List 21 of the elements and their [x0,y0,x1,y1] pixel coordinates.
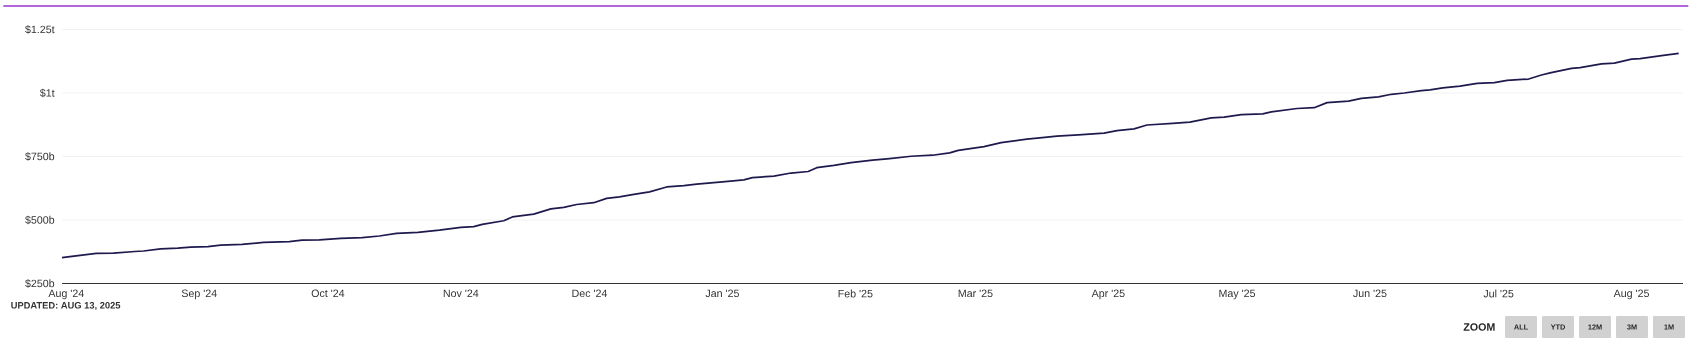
x-tick-label: Jan '25 [705,289,739,298]
x-tick-label: Sep '24 [181,289,217,300]
x-tick-label: Aug '24 [48,289,84,300]
x-tick-label: May '25 [1219,289,1256,300]
y-tick-label: $250b [25,279,55,288]
text: UPDATED: AUG 13, 2025 [11,302,121,310]
y-tick-label: $1t [39,88,55,98]
x-tick-label: Aug '25 [1613,289,1649,300]
x-tick-label: Nov '24 [443,289,479,298]
y-tick-label: $1.25t [25,25,55,34]
x-tick-label: Jul '25 [1483,289,1514,298]
x-tick-label: Mar '25 [958,289,993,298]
x-tick-label: Oct '24 [311,289,345,298]
x-tick-label: Jun '25 [1353,289,1387,298]
line-series [61,52,1680,259]
x-tick-label: Feb '25 [838,289,873,298]
text: ZOOM [1463,323,1495,331]
x-tick-label: Dec '24 [572,289,608,298]
x-tick-label: Apr '25 [1091,289,1125,300]
y-tick-label: $750b [25,152,55,161]
y-tick-label: $500b [25,215,55,225]
